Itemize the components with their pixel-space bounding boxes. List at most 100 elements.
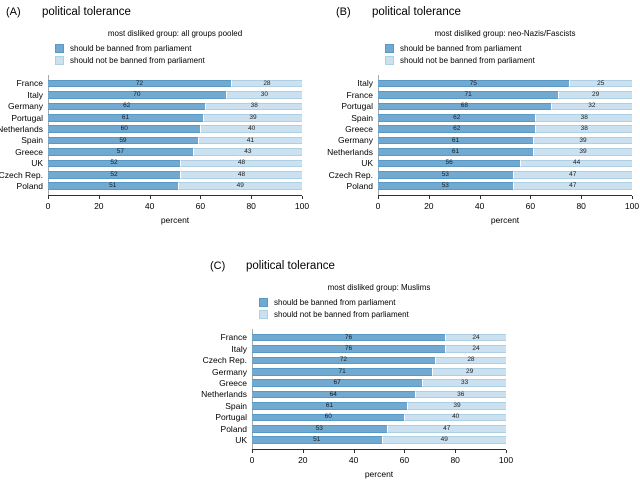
segment-not-banned: 28 [230, 79, 302, 88]
x-tick [48, 195, 49, 199]
stacked-bar: 67 33 [252, 379, 506, 388]
segment-not-banned: 25 [568, 79, 632, 88]
segment-not-banned: 39 [532, 136, 632, 145]
y-axis-line [378, 75, 379, 196]
segment-value: 64 [329, 390, 337, 398]
segment-value: 44 [572, 159, 581, 167]
segment-banned: 61 [48, 114, 203, 122]
segment-banned: 57 [48, 148, 193, 156]
legend-label-banned: should be banned from parliament [70, 43, 192, 53]
segment-not-banned: 40 [404, 413, 506, 422]
segment-value: 76 [344, 344, 353, 352]
stacked-bar: 61 39 [252, 402, 506, 410]
segment-not-banned: 38 [535, 114, 632, 122]
segment-value: 28 [263, 79, 271, 87]
segment-value: 36 [457, 390, 465, 398]
segment-banned: 76 [252, 333, 446, 342]
bar-row: Poland 53 47 [221, 423, 506, 434]
bar-row: Poland 53 47 [347, 181, 632, 192]
x-tick-label: 20 [424, 200, 434, 211]
stacked-bar: 76 24 [252, 333, 506, 342]
bar-row: Germany 61 39 [338, 135, 632, 146]
segment-banned: 51 [252, 436, 382, 444]
stacked-bar: 56 44 [378, 159, 632, 168]
segment-value: 24 [472, 344, 480, 352]
bar-row: Spain 62 38 [351, 112, 632, 123]
x-tick-label: 100 [498, 454, 514, 465]
country-label: Greece [219, 378, 247, 388]
segment-value: 59 [119, 136, 127, 144]
country-label: Germany [212, 366, 247, 377]
legend: should be banned from parliament should … [385, 42, 535, 66]
legend-label-not-banned: should not be banned from parliament [70, 55, 205, 65]
segment-not-banned: 44 [520, 159, 632, 168]
country-label: Netherlands [327, 146, 373, 157]
segment-not-banned: 29 [432, 368, 506, 376]
segment-not-banned: 24 [445, 345, 506, 353]
country-label: Portugal [341, 101, 373, 112]
legend-label-banned: should be banned from parliament [400, 43, 522, 53]
segment-not-banned: 24 [445, 333, 506, 342]
stacked-bar: 60 40 [252, 413, 506, 422]
x-tick-label: 80 [576, 200, 586, 211]
x-tick-label: 40 [348, 454, 359, 465]
bar-row: UK 52 48 [31, 158, 302, 169]
stacked-bar: 71 29 [252, 368, 506, 376]
bar-row: Italy 76 24 [231, 343, 506, 354]
segment-banned: 61 [378, 136, 533, 145]
segment-value: 56 [445, 159, 453, 167]
segment-value: 51 [313, 435, 321, 443]
country-label: Poland [220, 423, 247, 434]
stacked-bar: 61 39 [378, 136, 632, 145]
x-tick-label: 60 [195, 200, 206, 211]
stacked-bar: 72 28 [48, 79, 302, 88]
segment-not-banned: 36 [414, 390, 506, 399]
country-label: France [16, 78, 43, 89]
panel-title: political tolerance [246, 260, 335, 272]
bar-row: Germany 62 38 [8, 101, 302, 112]
segment-value: 62 [123, 102, 131, 110]
segment-value: 30 [260, 90, 268, 98]
legend-swatch-not-banned [55, 55, 64, 65]
segment-value: 49 [440, 435, 448, 443]
segment-not-banned: 33 [422, 379, 506, 388]
country-label: UK [235, 434, 247, 445]
segment-not-banned: 39 [202, 113, 302, 122]
stacked-bar: 51 49 [252, 436, 506, 444]
panel-letter: (C) [210, 260, 226, 272]
plot-area: France 76 24 Italy 76 24 Czech Rep. 72 28 Germany… [201, 329, 513, 479]
x-tick [149, 195, 151, 199]
bar-row: Italy 70 30 [27, 89, 302, 100]
panel-subtitle: most disliked group: all groups pooled [107, 29, 243, 38]
panel-title: political tolerance [372, 6, 461, 18]
segment-banned: 52 [48, 171, 181, 179]
segment-value: 39 [579, 136, 587, 144]
segment-value: 68 [460, 102, 468, 110]
x-tick [98, 195, 100, 199]
segment-not-banned: 47 [386, 425, 506, 433]
x-tick-label: 0 [249, 454, 255, 465]
segment-banned: 53 [378, 182, 513, 190]
bar-row: Germany 71 29 [212, 366, 506, 377]
x-tick-label: 40 [474, 200, 485, 211]
segment-value: 25 [597, 79, 605, 87]
segment-value: 72 [135, 79, 144, 87]
segment-value: 76 [344, 333, 353, 341]
legend-swatch-banned [385, 43, 394, 53]
segment-banned: 71 [252, 368, 433, 376]
segment-not-banned: 39 [532, 148, 632, 156]
segment-value: 24 [472, 333, 480, 341]
legend-swatch-banned [259, 297, 268, 307]
x-tick [581, 195, 583, 199]
segment-value: 38 [250, 102, 258, 110]
legend-item-banned: should be banned from parliament [385, 42, 535, 54]
country-label: Spain [225, 400, 247, 411]
panel-a: (A) political tolerance most disliked gr… [0, 2, 320, 234]
country-label: Spain [351, 112, 373, 123]
plot-area: Italy 75 25 France 71 29 Portugal 68 32 Spain 62 38… [327, 75, 639, 225]
stacked-bar: 71 29 [378, 91, 632, 99]
stacked-bar: 68 32 [378, 102, 632, 111]
segment-banned: 60 [48, 125, 201, 134]
stacked-bar: 62 38 [378, 125, 632, 134]
segment-value: 39 [249, 113, 257, 121]
